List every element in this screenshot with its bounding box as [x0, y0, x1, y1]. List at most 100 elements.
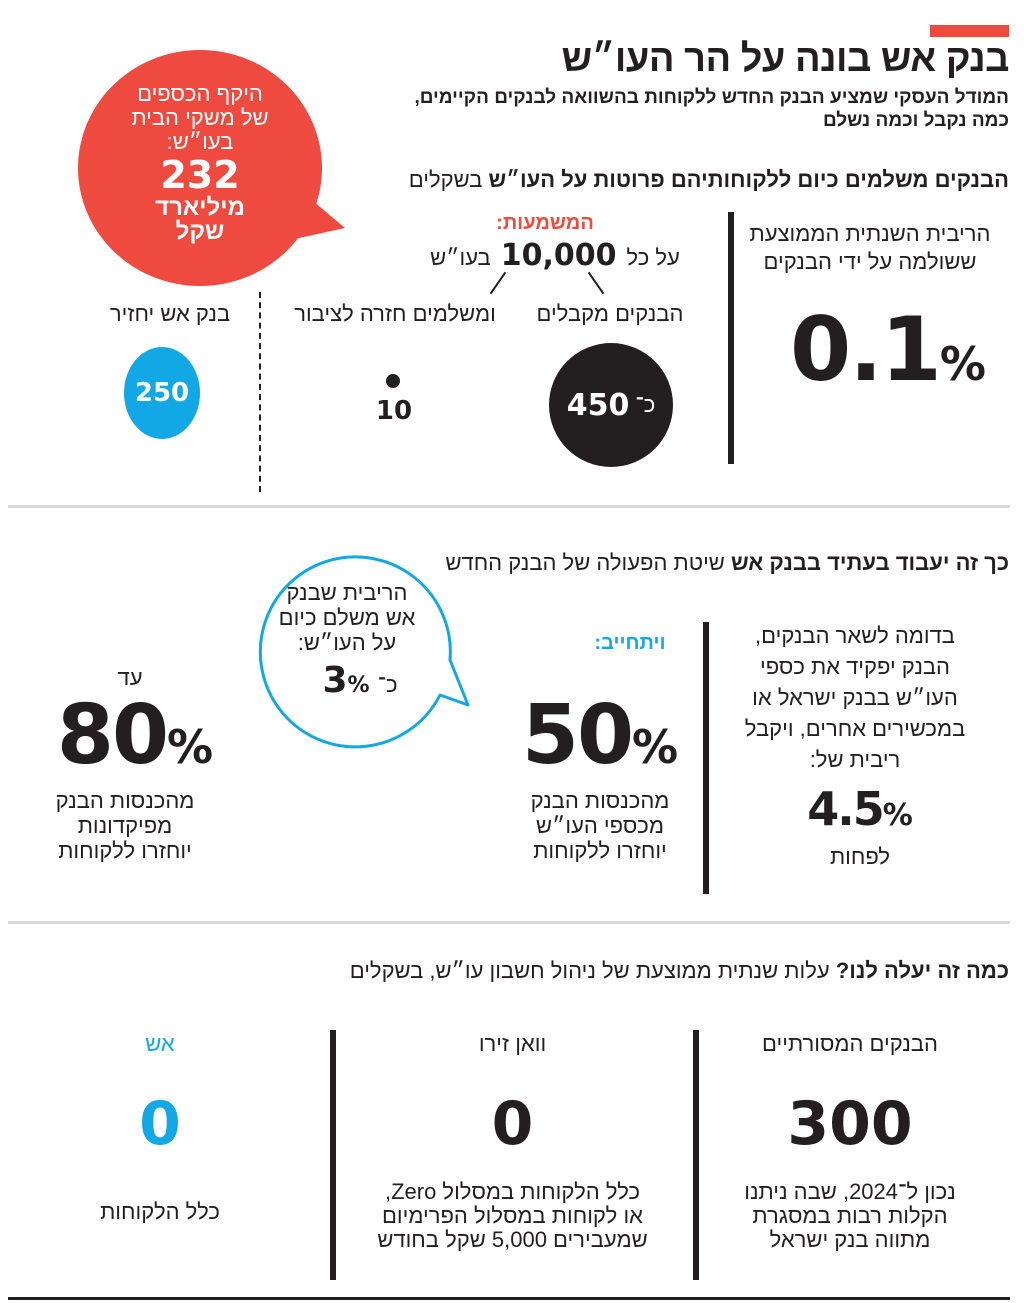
- upto-text-3: יוחזרו ללקוחות: [58, 838, 192, 863]
- commit-text-1: מהכנסות הבנק: [530, 788, 670, 813]
- section1-heading: הבנקים משלמים כיום ללקוחותיהם פרוטות על …: [409, 167, 1009, 193]
- banks-receive-label: הבנקים מקבלים: [536, 301, 684, 326]
- red-bubble-unit-1: מיליארד: [155, 194, 245, 221]
- subtitle-line-1: המודל העסקי שמציע הבנק החדש ללקוחות בהשו…: [414, 87, 1009, 108]
- banks-pay-dot: [386, 374, 400, 388]
- commit-text-3: יוחזרו ללקוחות: [533, 838, 667, 863]
- bottom-rule: [8, 1297, 1010, 1300]
- banks-receive-circle: כ־ 450: [549, 343, 673, 467]
- commit-text-2: מכספי העו״ש: [536, 813, 664, 838]
- esh-return-label: בנק אש יחזיר: [109, 301, 231, 326]
- page-title: בנק אש בונה על הר העו״ש: [561, 38, 1010, 80]
- col-traditional-value: 300: [787, 1089, 913, 1159]
- connector-left: [489, 271, 507, 295]
- commit-pct: %: [632, 720, 679, 774]
- section3-heading: כמה זה יעלה לנו? עלות שנתית ממוצעת של ני…: [350, 958, 1009, 984]
- section2-heading: כך זה יעבוד בעתיד בבנק אש שיטת הפעולה של…: [445, 550, 1009, 576]
- col-onezero-note-2: או לקוחות במסלול הפרימיום: [382, 1203, 643, 1228]
- upto-text: מהכנסות הבנק מפיקדונות יוחזרו ללקוחות: [30, 788, 220, 863]
- accent-bar: [930, 25, 1009, 37]
- deposit-rate-pct: %: [882, 798, 913, 833]
- esh-return-value: 250: [134, 378, 190, 408]
- esh-return-circle: 250: [124, 347, 200, 439]
- deposit-rate-value: 4.5: [807, 782, 884, 836]
- blue-bubble-figure: כ־ 3%: [300, 660, 420, 701]
- blue-bubble-text: הריבית שבנק אש משלם כיום על העו״ש:: [262, 580, 432, 655]
- commit-text: מהכנסות הבנק מכספי העו״ש יוחזרו ללקוחות: [500, 788, 700, 863]
- blue-bubble-pct: %: [347, 673, 370, 698]
- avg-rate-pct: %: [939, 337, 986, 391]
- section3-divider-left: [330, 1030, 336, 1280]
- section2-divider: [703, 622, 709, 894]
- red-bubble-label-3: בעו״ש:: [166, 129, 234, 154]
- section2-heading-bold: כך זה יעבוד בעתיד בבנק אש: [731, 550, 1009, 575]
- deposit-text-4: במכשירים אחרים, ויקבל: [744, 716, 966, 741]
- red-bubble-label-2: של משקי הבית: [131, 105, 269, 130]
- red-bubble-unit-2: שקל: [175, 218, 225, 245]
- red-speech-bubble-icon: [78, 50, 345, 286]
- banks-receive-value: 450: [566, 387, 630, 423]
- commit-value: 50: [521, 688, 634, 783]
- deposit-text-3: העו״ש בבנק ישראל או: [752, 685, 958, 710]
- per-suffix: בעו״ש: [430, 245, 491, 270]
- section3-heading-bold: כמה זה יעלה לנו?: [835, 958, 1009, 983]
- connector-right: [587, 271, 605, 295]
- col-traditional-note-1: נכון ל־2024, שבה ניתנו: [744, 1179, 956, 1204]
- banks-receive-prefix: כ־: [635, 392, 656, 417]
- deposit-text: בדומה לשאר הבנקים, הבנק יפקיד את כספי הע…: [725, 620, 985, 775]
- section3-divider-right: [693, 1030, 699, 1280]
- banks-pay-label: ומשלמים חזרה לציבור: [294, 301, 496, 326]
- upto-label: עד: [117, 665, 143, 690]
- avg-rate-label: הריבית השנתית הממוצעת ששולמה על ידי הבנק…: [745, 220, 995, 276]
- blue-speech-bubble-icon: [258, 555, 470, 749]
- col-esh-value: 0: [139, 1089, 181, 1159]
- deposit-text-5: ריבית של:: [809, 747, 901, 772]
- section1-dashed-divider: [259, 292, 261, 492]
- col-traditional-note-3: מתווה בנק ישראל: [769, 1227, 931, 1252]
- per-prefix: על כל: [626, 245, 680, 270]
- deposit-text-2: הבנק יפקיד את כספי: [759, 654, 951, 679]
- page-subtitle: המודל העסקי שמציע הבנק החדש ללקוחות בהשו…: [309, 86, 1009, 132]
- upto-value: 80: [56, 688, 169, 783]
- blue-bubble-line-1: הריבית שבנק: [286, 580, 408, 605]
- section1-divider: [728, 212, 734, 464]
- subtitle-line-2: כמה נקבל וכמה נשלם: [822, 110, 1009, 131]
- upto-text-1: מהכנסות הבנק: [55, 788, 195, 813]
- col-onezero-note-3: שמעבירים 5,000 שקל בחודש: [377, 1227, 648, 1252]
- blue-bubble-line-2: אש משלם כיום: [278, 605, 416, 630]
- col-onezero-value: 0: [491, 1089, 534, 1159]
- section1-heading-bold: הבנקים משלמים כיום ללקוחותיהם פרוטות על …: [488, 167, 1009, 192]
- section1-heading-light: בשקלים: [408, 167, 483, 192]
- blue-bubble-value: 3: [322, 660, 348, 701]
- per-amount: 10,000: [500, 238, 617, 273]
- section3-heading-light: עלות שנתית ממוצעת של ניהול חשבון עו״ש, ב…: [349, 958, 830, 983]
- section2-heading-light: שיטת הפעולה של הבנק החדש: [445, 550, 725, 575]
- col-esh-note: כלל הלקוחות: [100, 1199, 220, 1224]
- section-separator-1: [8, 505, 1010, 508]
- col-onezero-note: כלל הלקוחות במסלול Zero, או לקוחות במסלו…: [350, 1180, 675, 1252]
- commit-label: ויתחייב:: [594, 632, 666, 654]
- red-bubble-label-1: היקף הכספים: [137, 81, 263, 106]
- upto-pct: %: [167, 720, 214, 774]
- meaning-label: המשמעות:: [496, 212, 594, 234]
- deposit-rate-suffix: לפחות: [829, 844, 891, 869]
- avg-rate-label-1: הריבית השנתית הממוצעת: [749, 221, 991, 246]
- col-traditional-note: נכון ל־2024, שבה ניתנו הקלות רבות במסגרת…: [720, 1180, 980, 1252]
- blue-bubble-prefix: כ־: [377, 672, 398, 697]
- upto-figure: 80%: [30, 688, 240, 784]
- col-onezero-label: וואן זירו: [478, 1031, 547, 1056]
- avg-rate-value: 0.1: [790, 298, 942, 401]
- col-traditional-label: הבנקים המסורתיים: [762, 1031, 938, 1056]
- red-bubble-value: 232: [160, 153, 240, 197]
- deposit-rate-figure: 4.5%: [770, 782, 950, 836]
- upto-text-2: מפיקדונות: [77, 813, 173, 838]
- blue-bubble-line-3: על העו״ש:: [297, 630, 397, 655]
- red-bubble-content: היקף הכספים של משקי הבית בעו״ש: 232 מילי…: [80, 82, 320, 244]
- avg-rate-label-2: ששולמה על ידי הבנקים: [763, 249, 977, 274]
- col-esh-label: אש: [145, 1031, 175, 1056]
- section-separator-2: [8, 921, 1010, 924]
- avg-rate-figure: 0.1%: [790, 300, 1000, 400]
- col-onezero-note-1: כלל הלקוחות במסלול Zero,: [384, 1179, 641, 1204]
- per-amount-row: על כל 10,000 בעו״ש: [420, 238, 690, 273]
- col-traditional-note-2: הקלות רבות במסגרת: [752, 1203, 948, 1228]
